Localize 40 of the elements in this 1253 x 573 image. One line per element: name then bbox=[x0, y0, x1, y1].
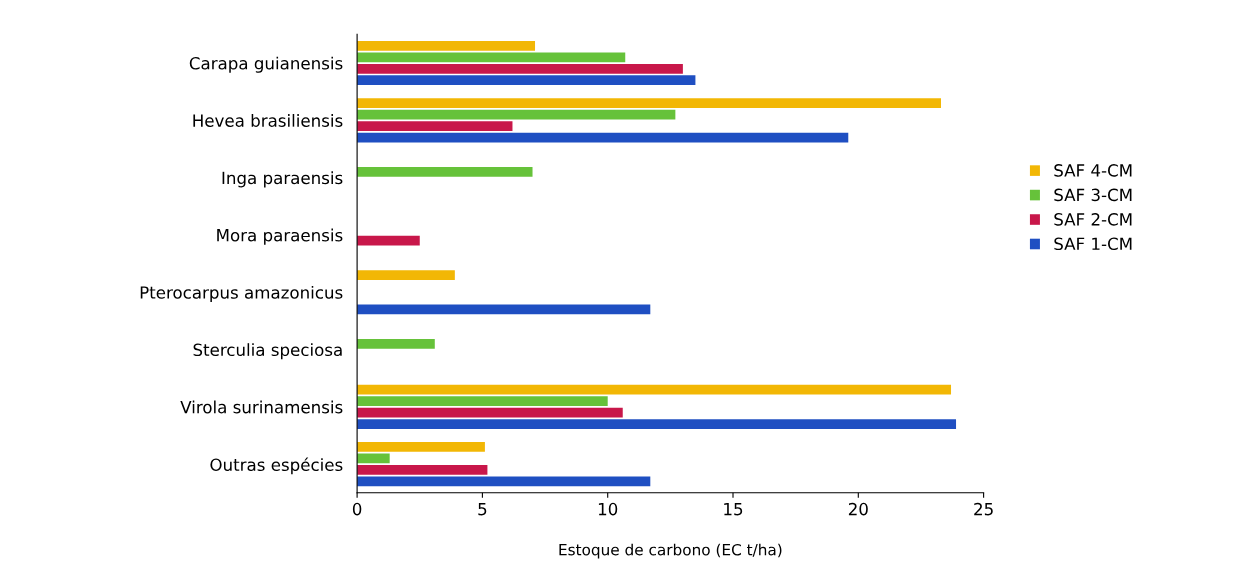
bar bbox=[357, 384, 952, 395]
bar bbox=[357, 396, 608, 406]
x-tick-label: 10 bbox=[598, 502, 618, 516]
x-tick-label: 25 bbox=[974, 502, 993, 516]
bar bbox=[357, 235, 420, 246]
bar bbox=[357, 98, 941, 109]
bar bbox=[357, 338, 435, 349]
y-tick-label: Mora paraensis bbox=[217, 228, 343, 245]
x-axis-title: Estoque de carbono (EC t/ha) bbox=[559, 543, 782, 559]
y-tick-label: Pterocarpus amazonicus bbox=[140, 285, 343, 303]
legend-label: SAF 2-CM bbox=[1054, 213, 1132, 226]
bar bbox=[357, 304, 651, 315]
bar bbox=[357, 453, 390, 464]
bar bbox=[357, 40, 536, 51]
bar bbox=[357, 75, 696, 86]
bar bbox=[357, 52, 626, 63]
legend-label: SAF 4-CM bbox=[1054, 164, 1132, 177]
y-tick-label: Hevea brasiliensis bbox=[193, 114, 343, 127]
x-tick-label: 15 bbox=[724, 503, 743, 516]
x-tick-label: 20 bbox=[848, 502, 868, 516]
y-tick-label: Sterculia speciosa bbox=[193, 343, 342, 360]
y-tick-label: Carapa guianensis bbox=[189, 56, 343, 73]
x-tick-label: 0 bbox=[352, 502, 362, 516]
y-tick-label: Virola surinamensis bbox=[180, 400, 343, 414]
x-tick-label: 5 bbox=[478, 503, 487, 516]
bar bbox=[357, 167, 533, 177]
bar bbox=[357, 476, 651, 487]
bar bbox=[357, 121, 513, 131]
bar bbox=[357, 63, 683, 74]
bar bbox=[357, 270, 455, 280]
legend-label: SAF 1-CM bbox=[1054, 237, 1132, 251]
y-tick-label: Outras espécies bbox=[210, 457, 343, 475]
legend-label: SAF 3-CM bbox=[1054, 188, 1132, 202]
bar bbox=[357, 464, 488, 475]
bar bbox=[357, 407, 623, 418]
bar bbox=[357, 442, 485, 452]
bar bbox=[357, 419, 957, 429]
bar bbox=[357, 109, 676, 120]
y-tick-label: Inga paraensis bbox=[222, 171, 343, 188]
bar bbox=[357, 132, 849, 143]
